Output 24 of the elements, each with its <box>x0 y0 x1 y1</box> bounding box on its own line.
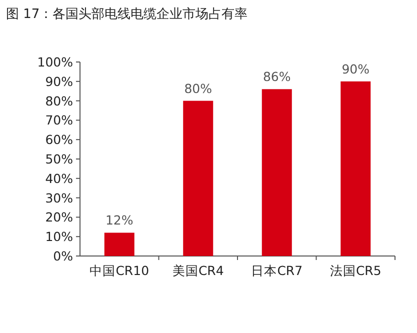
x-tick-label: 日本CR7 <box>251 263 303 278</box>
y-tick-label: 0% <box>53 248 74 264</box>
bar <box>262 89 292 256</box>
bar <box>104 232 134 256</box>
y-tick-label: 20% <box>45 210 74 225</box>
x-tick-label: 中国CR10 <box>90 263 150 278</box>
bar <box>340 81 371 256</box>
data-label: 12% <box>105 212 134 228</box>
y-tick-label: 90% <box>45 74 74 89</box>
y-tick-label: 10% <box>45 229 74 244</box>
y-tick-label: 40% <box>45 170 74 186</box>
bar <box>183 100 214 256</box>
data-label: 90% <box>342 61 370 76</box>
y-tick-label: 70% <box>45 112 74 128</box>
x-tick-label: 美国CR4 <box>172 263 224 278</box>
y-tick-label: 100% <box>37 54 74 70</box>
y-tick-label: 80% <box>45 93 74 108</box>
x-tick-label: 法国CR5 <box>330 263 382 278</box>
chart-title: 图 17：各国头部电线电缆企业市场占有率 <box>6 6 248 22</box>
y-tick-label: 50% <box>45 152 74 166</box>
y-tick-label: 60% <box>45 132 74 148</box>
y-tick-label: 30% <box>45 190 74 206</box>
data-label: 80% <box>184 80 212 96</box>
data-label: 86% <box>262 69 291 84</box>
